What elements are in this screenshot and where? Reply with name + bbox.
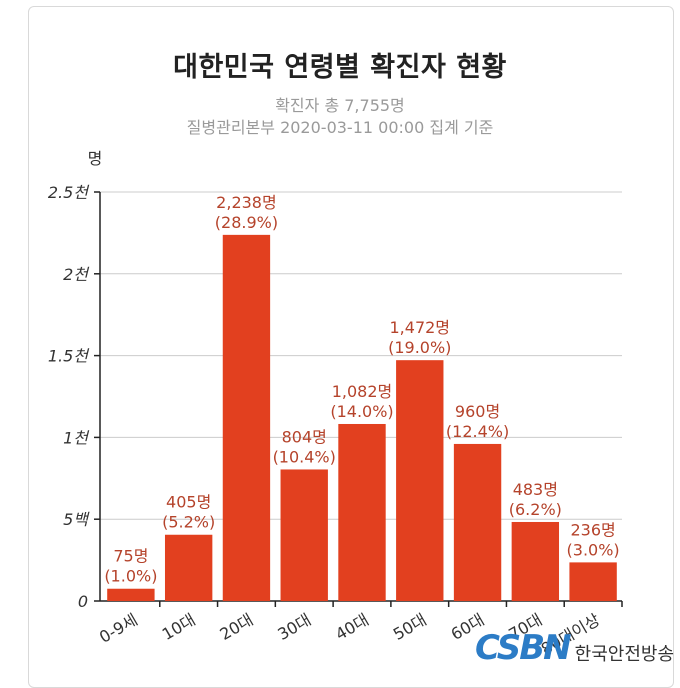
bar-value-label: 2,238명 <box>216 193 277 212</box>
chart-subtitle: 확진자 총 7,755명 <box>275 96 405 115</box>
chart-title: 대한민국 연령별 확진자 현황 <box>173 52 507 83</box>
y-tick-label: 0 <box>78 592 88 611</box>
x-tick-label: 50대 <box>390 610 430 644</box>
source-note: 질병관리본부 2020-03-11 00:00 집계 기준 <box>186 118 494 137</box>
bar-percent-label: (12.4%) <box>446 422 509 441</box>
y-tick-label: 1천 <box>63 428 90 447</box>
bar-value-label: 483명 <box>513 480 558 499</box>
bar-value-label: 405명 <box>166 493 211 512</box>
bar-percent-label: (3.0%) <box>567 540 620 559</box>
broadcaster-logo: CSBN <box>475 628 572 668</box>
y-tick-label: 5백 <box>63 510 90 529</box>
bar <box>453 443 502 601</box>
bar-percent-label: (14.0%) <box>330 402 393 421</box>
x-tick-label: 0-9세 <box>96 610 141 647</box>
bar-value-label: 804명 <box>282 427 327 446</box>
x-tick-label: 30대 <box>274 610 314 644</box>
y-tick-label: 2천 <box>63 265 90 284</box>
bar <box>222 234 271 601</box>
bar-value-label: 75명 <box>113 547 148 566</box>
bar-percent-label: (5.2%) <box>162 513 215 532</box>
bar <box>338 423 386 601</box>
bar <box>396 360 444 601</box>
y-tick-label: 2.5천 <box>48 183 90 202</box>
bar-percent-label: (19.0%) <box>388 338 451 357</box>
bar-value-label: 960명 <box>455 402 500 421</box>
bar-percent-label: (10.4%) <box>273 447 336 466</box>
bar-percent-label: (1.0%) <box>104 567 157 586</box>
bar-value-label: 1,082명 <box>332 382 393 401</box>
bar-percent-label: (28.9%) <box>215 213 278 232</box>
bar-percent-label: (6.2%) <box>509 500 562 519</box>
y-axis-label: 명 <box>88 149 103 168</box>
bar <box>107 588 155 601</box>
bar <box>511 521 560 601</box>
bar <box>164 534 213 601</box>
broadcaster-name: 한국안전방송 <box>574 644 674 665</box>
watermark: CSBN 한국안전방송 <box>475 628 680 670</box>
x-tick-label: 10대 <box>159 610 199 644</box>
x-tick-label: 40대 <box>332 610 372 644</box>
y-tick-label: 1.5천 <box>48 347 90 366</box>
bar-value-label: 236명 <box>570 520 615 539</box>
bar <box>569 562 617 601</box>
x-tick-label: 20대 <box>217 610 257 644</box>
bar-chart: 명 0 5백 1천 1.5천 2천 2.5천 (1.0%)75명 0-9세 (5.2%)405명 1… <box>48 149 623 659</box>
bar <box>280 469 328 601</box>
bar-value-label: 1,472명 <box>390 318 451 337</box>
